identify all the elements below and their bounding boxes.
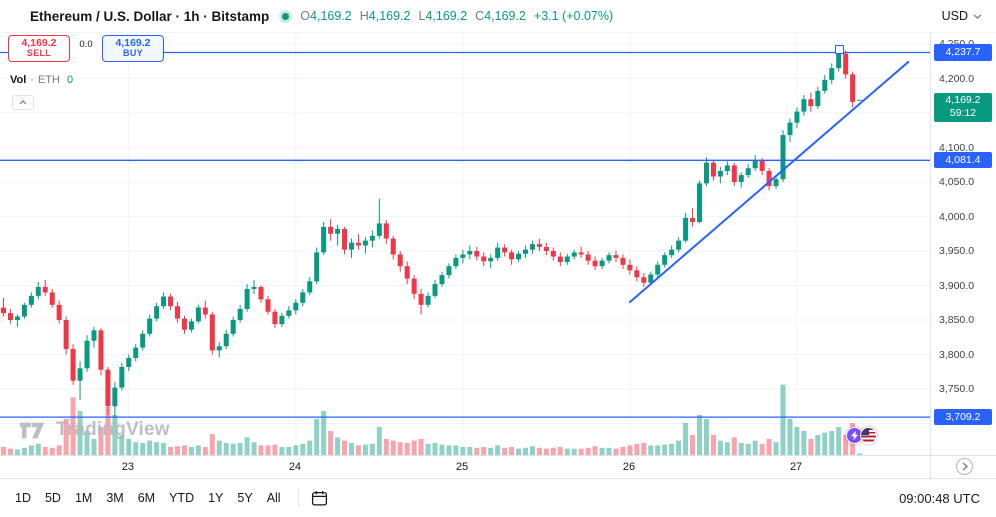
time-tick-label: 26 <box>622 461 636 473</box>
open-value: 4,169.2 <box>310 9 352 23</box>
legend-collapse-button[interactable] <box>12 95 34 110</box>
volume-title: Vol <box>10 74 27 86</box>
price-tick-label: 4,000.0 <box>939 210 975 223</box>
close-pair: C4,169.2 <box>475 9 526 23</box>
market-open-dot-icon <box>282 12 290 20</box>
price-tick-label: 3,750.0 <box>939 383 975 395</box>
range-button-1m[interactable]: 1M <box>68 487 99 509</box>
buy-label: BUY <box>123 48 143 59</box>
sell-button[interactable]: 4,169.2 SELL <box>8 35 70 62</box>
open-pair: O4,169.2 <box>300 9 351 23</box>
high-pair: H4,169.2 <box>360 9 411 23</box>
volume-legend: Vol · ETH 0 <box>10 74 73 86</box>
sell-price: 4,169.2 <box>21 36 57 49</box>
low-label: L <box>418 9 426 23</box>
us-flag-event-icon[interactable] <box>860 427 877 444</box>
price-tick-label: 4,200.0 <box>939 72 975 85</box>
currency-label: USD <box>941 9 968 23</box>
chart-header: Ethereum / U.S. Dollar · 1h · Bitstamp O… <box>0 0 996 33</box>
goto-realtime-button[interactable] <box>956 458 973 475</box>
range-button-ytd[interactable]: YTD <box>162 487 201 509</box>
time-tick-label: 27 <box>789 461 803 473</box>
chevron-right-icon <box>962 462 968 471</box>
close-value: 4,169.2 <box>484 9 526 23</box>
price-tick-label: 3,850.0 <box>939 314 975 326</box>
clock-utc[interactable]: 09:00:48 UTC <box>899 490 980 506</box>
price-tick-label: 3,900.0 <box>939 279 975 292</box>
spread-value: 0.0 <box>70 35 102 62</box>
range-button-3m[interactable]: 3M <box>99 487 130 509</box>
level-price-badge: 4,081.4 <box>934 152 992 169</box>
range-button-all[interactable]: All <box>260 487 288 509</box>
time-tick-label: 25 <box>455 461 469 473</box>
level-price-badge: 3,709.2 <box>934 409 992 426</box>
high-label: H <box>359 9 369 23</box>
time-tick-label: 23 <box>121 461 135 473</box>
range-button-5y[interactable]: 5Y <box>230 487 259 509</box>
lightning-icon <box>850 430 858 441</box>
price-scale[interactable]: 4,250.04,200.04,100.04,050.04,000.03,950… <box>930 33 996 455</box>
economic-event-icon[interactable] <box>846 427 863 444</box>
sell-label: SELL <box>26 48 52 59</box>
currency-selector[interactable]: USD <box>942 9 982 23</box>
volume-value: 0 <box>66 74 74 86</box>
range-button-6m[interactable]: 6M <box>131 487 162 509</box>
price-tick-label: 3,950.0 <box>939 245 975 257</box>
current-price-badge: 4,169.2 59:12 <box>934 92 992 122</box>
bottom-toolbar: 1D 5D 1M 3M 6M YTD 1Y 5Y All 09:00:48 UTC <box>0 478 996 517</box>
current-price-value: 4,169.2 <box>945 94 981 107</box>
buy-button[interactable]: 4,169.2 BUY <box>102 35 164 62</box>
candlestick-chart[interactable] <box>0 33 930 455</box>
drawing-anchor-handle[interactable] <box>835 45 844 54</box>
change-value: +3.1 (+0.07%) <box>533 9 614 23</box>
open-label: O <box>300 9 311 23</box>
price-tick-label: 4,100.0 <box>939 141 975 154</box>
range-button-1d[interactable]: 1D <box>8 487 38 509</box>
close-label: C <box>475 9 485 23</box>
volume-separator: · <box>30 74 34 86</box>
price-tick-label: 3,800.0 <box>939 348 975 361</box>
symbol-title[interactable]: Ethereum / U.S. Dollar · 1h · Bitstamp <box>30 8 270 24</box>
level-price-badge: 4,237.7 <box>934 44 992 61</box>
bar-countdown: 59:12 <box>949 107 977 120</box>
high-value: 4,169.2 <box>368 9 411 23</box>
range-buttons: 1D 5D 1M 3M 6M YTD 1Y 5Y All <box>8 487 288 509</box>
trade-panel: 4,169.2 SELL 0.0 4,169.2 BUY <box>8 35 164 62</box>
toolbar-divider <box>297 489 299 507</box>
time-tick-label: 24 <box>288 461 302 473</box>
go-to-date-button[interactable] <box>309 488 330 509</box>
price-tick-label: 4,050.0 <box>939 176 975 188</box>
chevron-up-icon <box>19 100 27 105</box>
low-pair: L4,169.2 <box>419 9 468 23</box>
chevron-down-icon <box>973 14 982 19</box>
calendar-icon <box>311 490 327 506</box>
time-axis[interactable]: 23 24 25 26 27 <box>0 455 930 479</box>
ohlc-legend: O4,169.2 H4,169.2 L4,169.2 C4,169.2 +3.1… <box>300 9 613 23</box>
buy-price: 4,169.2 <box>115 36 151 49</box>
chart-area: 4,169.2 SELL 0.0 4,169.2 BUY Vol · ETH 0… <box>0 33 996 455</box>
range-button-1y[interactable]: 1Y <box>201 487 230 509</box>
low-value: 4,169.2 <box>425 9 468 23</box>
event-markers <box>846 427 877 444</box>
volume-unit: ETH <box>37 74 60 86</box>
range-button-5d[interactable]: 5D <box>38 487 68 509</box>
